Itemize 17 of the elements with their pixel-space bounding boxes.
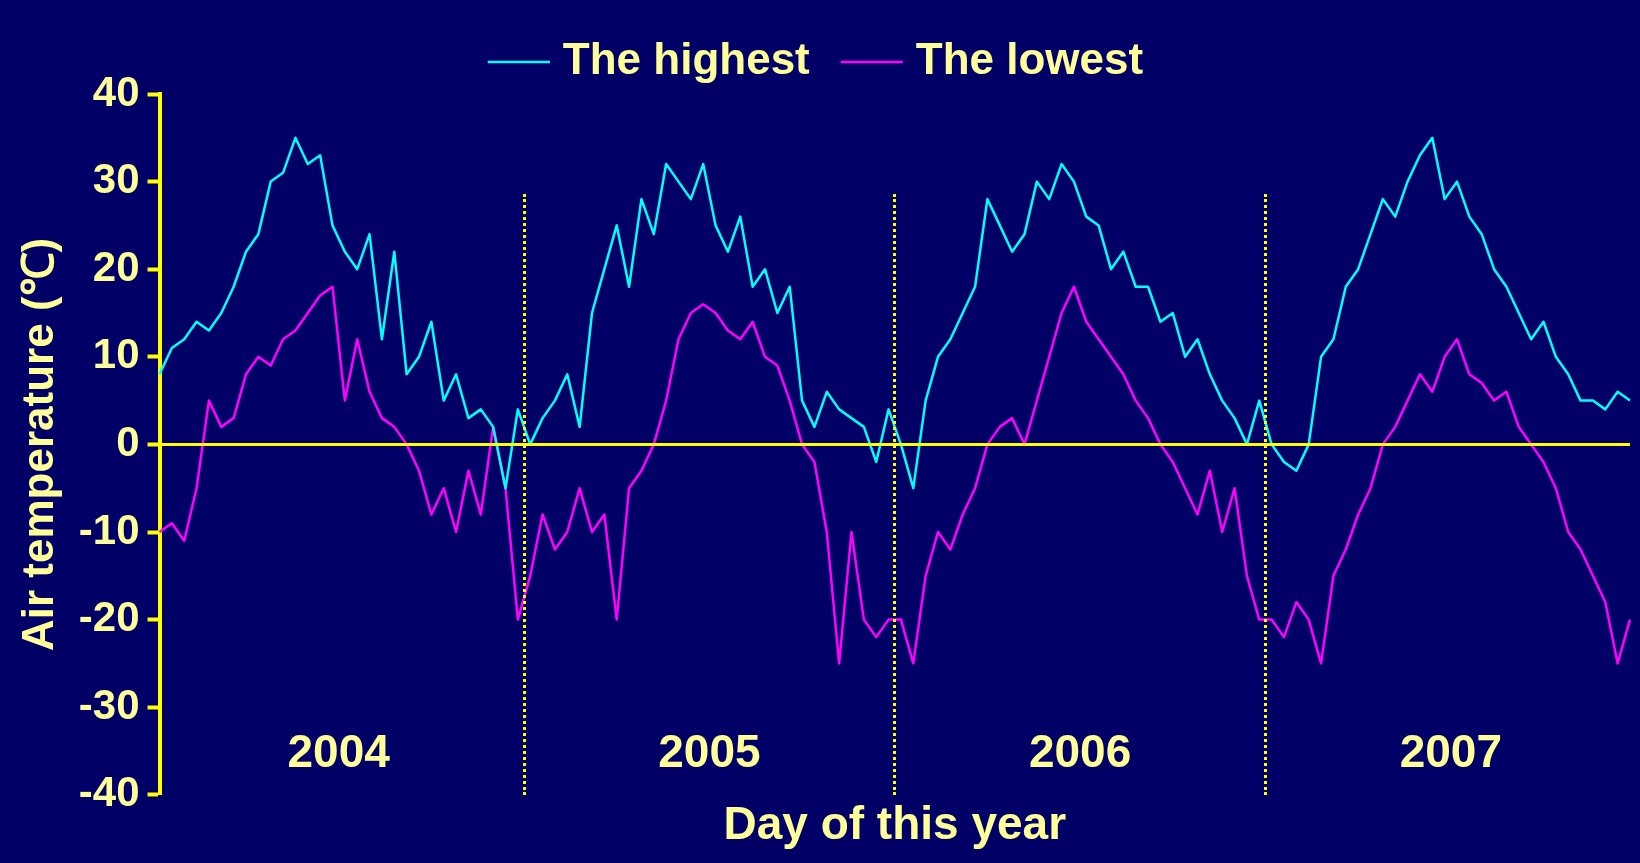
y-axis-title: Air temperature (℃) [12, 237, 62, 651]
y-tick-label: 40 [92, 67, 140, 115]
annotation: 2007 [1399, 725, 1502, 778]
y-tick-label: -40 [78, 768, 140, 816]
annotation: 2006 [1028, 725, 1132, 778]
annotation: 2004 [287, 725, 391, 778]
y-tick-label: -30 [78, 680, 140, 728]
y-tick-label: -20 [78, 593, 140, 641]
annotation: 2005 [658, 725, 761, 778]
y-tick-label: 30 [92, 155, 140, 203]
legend-label: The highest [562, 34, 811, 84]
y-tick-label: 10 [92, 330, 140, 378]
y-tick-label: 20 [92, 242, 140, 290]
legend-label: The lowest [915, 34, 1144, 84]
y-tick-label: -10 [78, 505, 140, 553]
x-axis-title: Day of this year [723, 797, 1067, 850]
y-tick-label: 0 [116, 417, 140, 465]
